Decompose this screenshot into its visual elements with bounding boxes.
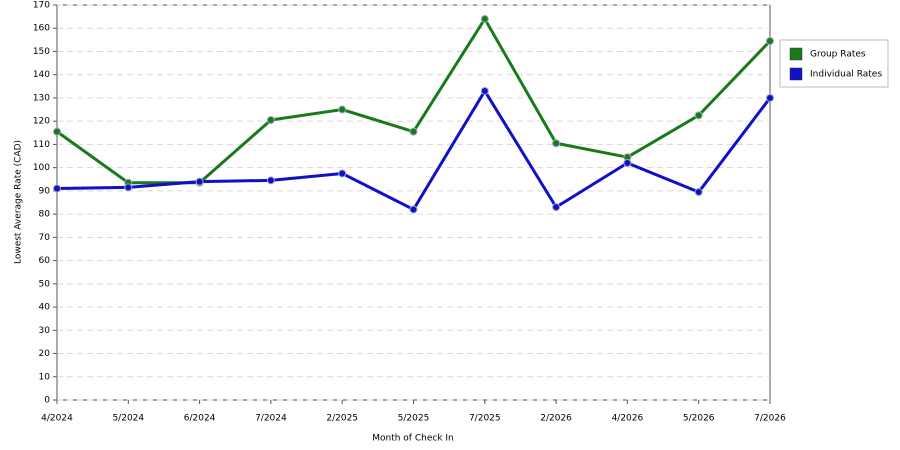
legend-swatch (789, 67, 803, 81)
point (195, 177, 204, 186)
x-tick-label: 7/2026 (754, 414, 786, 424)
point (694, 111, 703, 120)
y-tick-label: 120 (33, 117, 50, 127)
x-tick-label: 5/2026 (683, 414, 715, 424)
plot-area (56, 4, 771, 401)
point (766, 37, 774, 46)
x-tick-label: 7/2024 (255, 414, 287, 424)
x-tick-label: 2/2025 (326, 414, 358, 424)
point (53, 184, 61, 193)
point (766, 93, 774, 102)
y-tick-label: 70 (39, 233, 51, 243)
x-tick-label: 5/2024 (112, 414, 144, 424)
y-tick-label: 150 (33, 47, 50, 57)
point (552, 203, 561, 212)
legend-label: Group Rates (810, 50, 866, 60)
x-tick-label: 2/2026 (540, 414, 572, 424)
x-tick-label: 4/2024 (41, 414, 73, 424)
y-tick-label: 60 (39, 256, 51, 266)
y-tick-label: 100 (33, 163, 50, 173)
point (480, 86, 489, 95)
x-tick-label: 7/2025 (469, 414, 501, 424)
x-axis-label: Month of Check In (372, 434, 454, 444)
legend-label: Individual Rates (810, 70, 882, 80)
point (338, 105, 347, 114)
y-tick-label: 50 (39, 279, 51, 289)
point (694, 188, 703, 197)
y-tick-label: 140 (33, 70, 50, 80)
point (53, 127, 61, 136)
y-tick-label: 20 (39, 349, 51, 359)
legend-swatch (789, 47, 803, 61)
point (338, 169, 347, 178)
point (266, 116, 275, 125)
x-tick-label: 5/2025 (398, 414, 430, 424)
point (409, 127, 418, 136)
point (124, 183, 133, 192)
y-tick-label: 10 (39, 372, 51, 382)
y-tick-label: 30 (39, 326, 51, 336)
y-tick-label: 160 (33, 24, 50, 34)
y-tick-label: 90 (39, 186, 51, 196)
y-tick-label: 110 (33, 140, 50, 150)
point (266, 176, 275, 185)
y-tick-label: 80 (39, 210, 51, 220)
point (409, 205, 418, 214)
point (623, 159, 632, 167)
x-tick-label: 6/2024 (184, 414, 216, 424)
x-tick-label: 4/2026 (612, 414, 644, 424)
y-axis-label: Lowest Average Rate (CAD) (14, 140, 24, 264)
point (552, 139, 561, 148)
y-tick-label: 40 (39, 303, 51, 313)
y-tick-label: 0 (44, 396, 50, 406)
y-tick-label: 170 (33, 1, 50, 11)
point (480, 14, 489, 23)
y-tick-label: 130 (33, 93, 50, 103)
